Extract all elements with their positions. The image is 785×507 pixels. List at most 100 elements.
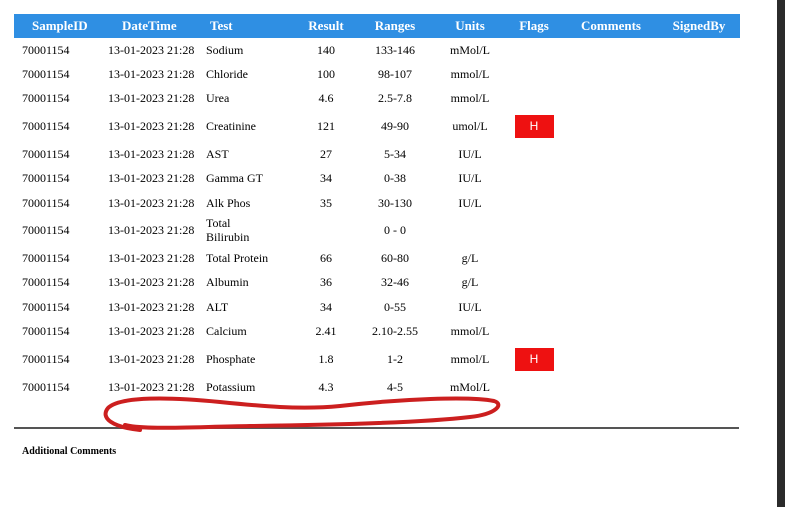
result-cell: 35 — [320, 195, 332, 210]
comments-cell — [564, 167, 658, 191]
units-cell — [436, 215, 504, 246]
units-cell: mmol/L — [450, 351, 490, 366]
test-name-cell: Alk Phos — [206, 195, 251, 210]
sample-id-cell: 70001154 — [22, 42, 70, 57]
column-header-flags: Flags — [504, 14, 564, 38]
scrollbar[interactable] — [777, 0, 785, 507]
signedby-cell — [658, 215, 740, 246]
test-name-cell: Phosphate — [206, 351, 256, 366]
table-row: 70001154 13-01-2023 21:28 Potassium 4.3 4-5 m… — [14, 375, 740, 399]
units-cell: IU/L — [458, 299, 482, 314]
column-header-ranges: Ranges — [354, 14, 436, 38]
result-cell: 27 — [320, 146, 332, 161]
range-cell: 32-46 — [381, 275, 409, 290]
units-cell: mmol/L — [450, 324, 490, 339]
flag-cell — [504, 142, 564, 166]
column-header-datetime: DateTime — [108, 14, 206, 38]
test-name-cell: Total Bilirubin — [206, 215, 298, 246]
flag-cell — [504, 38, 564, 62]
range-cell: 0-38 — [384, 171, 406, 186]
signedby-cell — [658, 87, 740, 111]
comments-cell — [564, 320, 658, 344]
results-table: SampleID DateTime Test Result Ranges Uni… — [14, 14, 740, 399]
result-cell: 34 — [320, 171, 332, 186]
test-name-cell: Total Protein — [206, 251, 269, 266]
test-name-cell: Urea — [206, 91, 230, 106]
sample-id-cell: 70001154 — [22, 275, 70, 290]
comments-cell — [564, 375, 658, 399]
flag-cell — [504, 167, 564, 191]
units-cell: mmol/L — [450, 91, 490, 106]
sample-id-cell: 70001154 — [22, 171, 70, 186]
handdrawn-ellipse-stroke — [103, 396, 501, 432]
units-cell: mMol/L — [449, 379, 490, 394]
result-cell: 36 — [320, 275, 332, 290]
units-cell: mmol/L — [450, 67, 490, 82]
sample-id-cell: 70001154 — [22, 324, 70, 339]
test-name-cell: Calcium — [206, 324, 247, 339]
column-header-comments: Comments — [564, 14, 658, 38]
sample-id-cell: 70001154 — [22, 67, 70, 82]
flag-cell — [504, 191, 564, 215]
result-cell: 2.41 — [315, 324, 337, 339]
comments-cell — [564, 87, 658, 111]
datetime-cell: 13-01-2023 21:28 — [108, 42, 195, 57]
table-row: 70001154 13-01-2023 21:28 Chloride 100 98-10… — [14, 62, 740, 86]
flag-cell — [504, 87, 564, 111]
result-cell: 4.3 — [318, 379, 334, 394]
sample-id-cell: 70001154 — [22, 91, 70, 106]
comments-cell — [564, 111, 658, 142]
datetime-cell: 13-01-2023 21:28 — [108, 146, 195, 161]
signedby-cell — [658, 295, 740, 319]
range-cell: 0-55 — [384, 299, 406, 314]
flag-cell: H — [504, 111, 564, 142]
range-cell: 133-146 — [375, 42, 415, 57]
range-cell: 0 - 0 — [384, 223, 406, 238]
table-header-row: SampleID DateTime Test Result Ranges Uni… — [14, 14, 740, 38]
range-cell: 2.10-2.55 — [372, 324, 418, 339]
column-header-units: Units — [436, 14, 504, 38]
result-cell: 140 — [317, 42, 335, 57]
sample-id-cell: 70001154 — [22, 195, 70, 210]
range-cell: 1-2 — [387, 351, 403, 366]
test-name-cell: Creatinine — [206, 119, 256, 134]
signedby-cell — [658, 142, 740, 166]
signedby-cell — [658, 111, 740, 142]
range-cell: 98-107 — [378, 67, 412, 82]
comments-cell — [564, 271, 658, 295]
table-row: 70001154 13-01-2023 21:28 Total Bilirubin 0… — [14, 215, 740, 246]
datetime-cell: 13-01-2023 21:28 — [108, 67, 195, 82]
test-name-cell: Potassium — [206, 379, 256, 394]
table-row: 70001154 13-01-2023 21:28 Creatinine 121 49-… — [14, 111, 740, 142]
test-name-cell: Chloride — [206, 67, 248, 82]
signedby-cell — [658, 38, 740, 62]
section-divider — [14, 427, 739, 429]
column-header-sampleid: SampleID — [14, 14, 108, 38]
result-cell: 66 — [320, 251, 332, 266]
datetime-cell: 13-01-2023 21:28 — [108, 91, 195, 106]
test-name-cell: Sodium — [206, 42, 244, 57]
table-row: 70001154 13-01-2023 21:28 Calcium 2.41 2.10-… — [14, 320, 740, 344]
table-row: 70001154 13-01-2023 21:28 Phosphate 1.8 1-2 m… — [14, 344, 740, 375]
comments-cell — [564, 38, 658, 62]
units-cell: IU/L — [458, 171, 482, 186]
result-cell: 121 — [317, 119, 335, 134]
signedby-cell — [658, 246, 740, 270]
sample-id-cell: 70001154 — [22, 251, 70, 266]
test-name-cell: Gamma GT — [206, 171, 263, 186]
signedby-cell — [658, 271, 740, 295]
table-row: 70001154 13-01-2023 21:28 Gamma GT 34 0-38 IU… — [14, 167, 740, 191]
flag-high-badge: H — [514, 115, 554, 139]
datetime-cell: 13-01-2023 21:28 — [108, 119, 195, 134]
test-name-cell: AST — [206, 146, 229, 161]
table-row: 70001154 13-01-2023 21:28 ALT 34 0-55 IU/L — [14, 295, 740, 319]
datetime-cell: 13-01-2023 21:28 — [108, 195, 195, 210]
datetime-cell: 13-01-2023 21:28 — [108, 324, 195, 339]
results-report: SampleID DateTime Test Result Ranges Uni… — [14, 14, 740, 399]
result-cell: 34 — [320, 299, 332, 314]
result-cell: 4.6 — [318, 91, 334, 106]
sample-id-cell: 70001154 — [22, 379, 70, 394]
range-cell: 60-80 — [381, 251, 409, 266]
sample-id-cell: 70001154 — [22, 146, 70, 161]
comments-cell — [564, 344, 658, 375]
